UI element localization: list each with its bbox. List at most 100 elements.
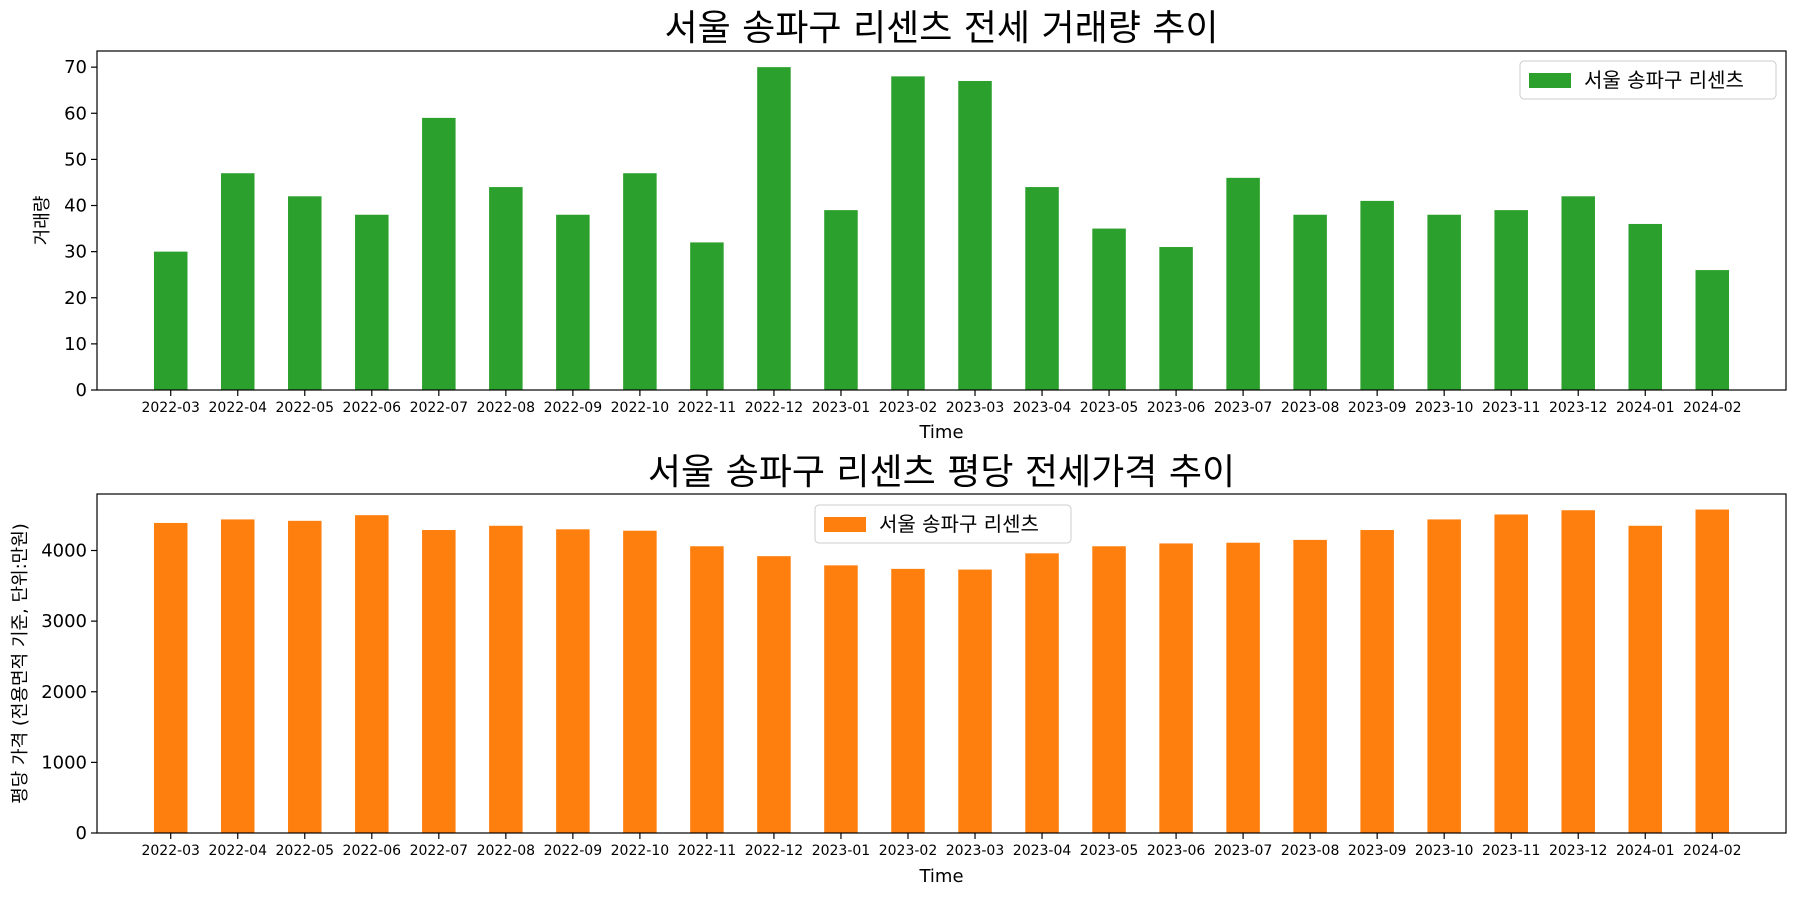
- bar-2023-11: [1494, 210, 1528, 390]
- legend-swatch: [824, 517, 866, 532]
- x-tick-label: 2024-02: [1683, 843, 1742, 859]
- bar-2022-10: [623, 173, 657, 390]
- x-tick-label: 2023-12: [1549, 843, 1608, 859]
- bar-2022-06: [355, 214, 389, 390]
- legend-label: 서울 송파구 리센츠: [879, 512, 1039, 536]
- bar-2022-06: [355, 515, 389, 833]
- x-tick-label: 2022-05: [276, 400, 335, 416]
- y-tick-label: 70: [64, 57, 87, 78]
- x-tick-label: 2022-10: [611, 843, 670, 859]
- bar-2022-11: [690, 546, 724, 833]
- y-tick-label: 4000: [41, 541, 87, 562]
- bar-2023-03: [958, 80, 992, 391]
- x-tick-label: 2023-11: [1482, 843, 1541, 859]
- y-tick-label: 50: [64, 149, 87, 170]
- bar-2022-05: [288, 520, 322, 833]
- y-tick-label: 0: [76, 823, 87, 844]
- chart-title: 서울 송파구 리센츠 전세 거래량 추이: [664, 8, 1218, 49]
- legend-label: 서울 송파구 리센츠: [1584, 68, 1744, 92]
- x-tick-label: 2022-04: [209, 843, 268, 859]
- bar-2022-03: [153, 522, 188, 833]
- bar-2022-12: [757, 67, 791, 391]
- x-tick-label: 2022-06: [343, 400, 402, 416]
- y-tick-label: 10: [64, 334, 87, 355]
- bar-2023-02: [891, 76, 925, 391]
- y-tick-label: 60: [64, 103, 87, 124]
- bar-2022-10: [623, 530, 657, 833]
- bar-2022-04: [220, 173, 255, 390]
- x-tick-label: 2022-06: [343, 843, 402, 859]
- bar-2023-01: [824, 565, 858, 833]
- bar-2022-11: [690, 242, 724, 390]
- bar-2024-02: [1695, 509, 1730, 833]
- x-tick-label: 2024-01: [1616, 843, 1675, 859]
- legend: 서울 송파구 리센츠: [1519, 60, 1777, 100]
- x-tick-label: 2023-07: [1214, 400, 1273, 416]
- bar-2023-03: [958, 569, 992, 833]
- x-tick-label: 2022-10: [611, 400, 670, 416]
- bar-2023-08: [1293, 539, 1327, 833]
- chart-price-per-pyeong: 서울 송파구 리센츠 평당 전세가격 추이 0 1000 2000 3000 4000 20…: [10, 452, 1787, 887]
- x-tick-label: 2023-06: [1147, 400, 1206, 416]
- x-tick-label: 2023-09: [1348, 843, 1407, 859]
- bar-2022-04: [220, 519, 255, 833]
- x-tick-label: 2022-04: [209, 400, 268, 416]
- bar-2023-04: [1025, 187, 1059, 390]
- x-tick-label: 2024-01: [1616, 400, 1675, 416]
- x-tick-label: 2022-11: [678, 843, 737, 859]
- x-tick-label: 2024-02: [1683, 400, 1742, 416]
- bar-2023-05: [1092, 228, 1126, 390]
- bar-2023-02: [891, 568, 925, 833]
- bar-2024-02: [1695, 270, 1730, 390]
- x-tick-label: 2023-08: [1281, 843, 1340, 859]
- plot-frame: [96, 50, 1787, 391]
- x-tick-label: 2023-10: [1415, 400, 1474, 416]
- x-axis-label: Time: [918, 866, 963, 887]
- x-tick-label: 2022-07: [410, 843, 469, 859]
- x-tick-label: 2023-04: [1013, 400, 1072, 416]
- x-tick-label: 2022-12: [745, 843, 804, 859]
- x-tick-label: 2022-05: [276, 843, 335, 859]
- bar-2023-07: [1226, 177, 1260, 390]
- bar-2023-05: [1092, 546, 1126, 833]
- legend-box: [814, 504, 1072, 544]
- x-tick-label: 2023-07: [1214, 843, 1273, 859]
- bar-2023-12: [1561, 510, 1595, 833]
- y-tick-label: 0: [76, 380, 87, 401]
- bar-2022-08: [489, 187, 523, 390]
- bar-2023-04: [1025, 553, 1059, 833]
- chart-transaction-volume: 서울 송파구 리센츠 전세 거래량 추이 0 10 20 30 40 50 60 70 2022-…: [32, 8, 1787, 443]
- x-tick-label: 2023-04: [1013, 843, 1072, 859]
- y-tick-label: 40: [64, 196, 87, 217]
- x-tick-label: 2022-12: [745, 400, 804, 416]
- x-tick-label: 2022-08: [477, 843, 536, 859]
- x-tick-label: 2022-07: [410, 400, 469, 416]
- x-tick-label: 2023-11: [1482, 400, 1541, 416]
- bar-2023-12: [1561, 196, 1595, 390]
- bar-2023-08: [1293, 214, 1327, 390]
- bar-2024-01: [1628, 525, 1663, 833]
- bar-2023-09: [1360, 200, 1394, 390]
- x-tick-label: 2023-02: [879, 843, 938, 859]
- bar-2023-10: [1427, 214, 1461, 390]
- bar-2023-07: [1226, 542, 1260, 833]
- x-tick-label: 2022-11: [678, 400, 737, 416]
- y-tick-label: 3000: [41, 611, 87, 632]
- bar-2022-08: [489, 525, 523, 833]
- bar-2023-01: [824, 210, 858, 390]
- x-tick-label: 2023-12: [1549, 400, 1608, 416]
- x-tick-label: 2023-09: [1348, 400, 1407, 416]
- x-tick-label: 2022-09: [544, 400, 603, 416]
- bar-2022-07: [422, 117, 456, 390]
- bar-2023-09: [1360, 530, 1394, 833]
- bar-2022-09: [556, 214, 590, 390]
- chart-title: 서울 송파구 리센츠 평당 전세가격 추이: [648, 452, 1235, 493]
- x-tick-label: 2023-03: [946, 843, 1005, 859]
- bar-2023-11: [1494, 514, 1528, 833]
- x-tick-label: 2023-05: [1080, 400, 1139, 416]
- x-tick-label: 2022-03: [141, 843, 200, 859]
- bar-2023-06: [1159, 247, 1193, 390]
- bar-2023-10: [1427, 519, 1461, 833]
- y-tick-label: 1000: [41, 752, 87, 773]
